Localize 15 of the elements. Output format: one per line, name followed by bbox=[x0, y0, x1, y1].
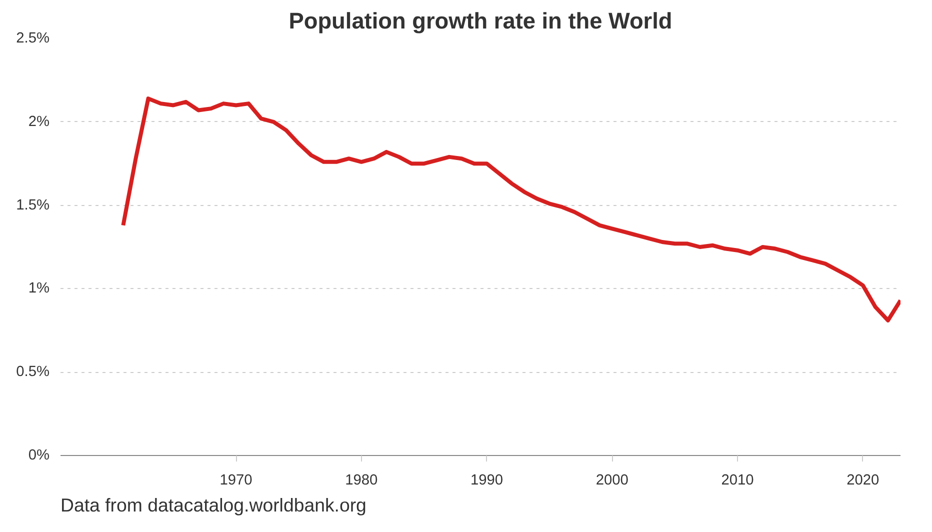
y-tick-label: 1.5% bbox=[16, 197, 50, 214]
y-tick-label: 2% bbox=[28, 114, 50, 130]
x-tick-label: 1990 bbox=[470, 472, 504, 488]
x-tick-label: 1970 bbox=[220, 472, 252, 488]
y-tick-label: 0.5% bbox=[16, 364, 50, 380]
chart-title: Population growth rate in the World bbox=[288, 8, 672, 34]
y-tick-label: 0% bbox=[28, 448, 50, 464]
line-series bbox=[121, 96, 900, 322]
x-tick-label: 1980 bbox=[345, 472, 378, 488]
y-tick-label: 1% bbox=[28, 280, 50, 297]
text: Data from datacatalog.worldbank.org bbox=[60, 494, 366, 516]
y-tick-label: 2.5% bbox=[16, 30, 50, 46]
x-tick-label: 2020 bbox=[846, 472, 880, 488]
x-tick-label: 2010 bbox=[721, 472, 754, 488]
x-tick-label: 2000 bbox=[596, 472, 628, 488]
